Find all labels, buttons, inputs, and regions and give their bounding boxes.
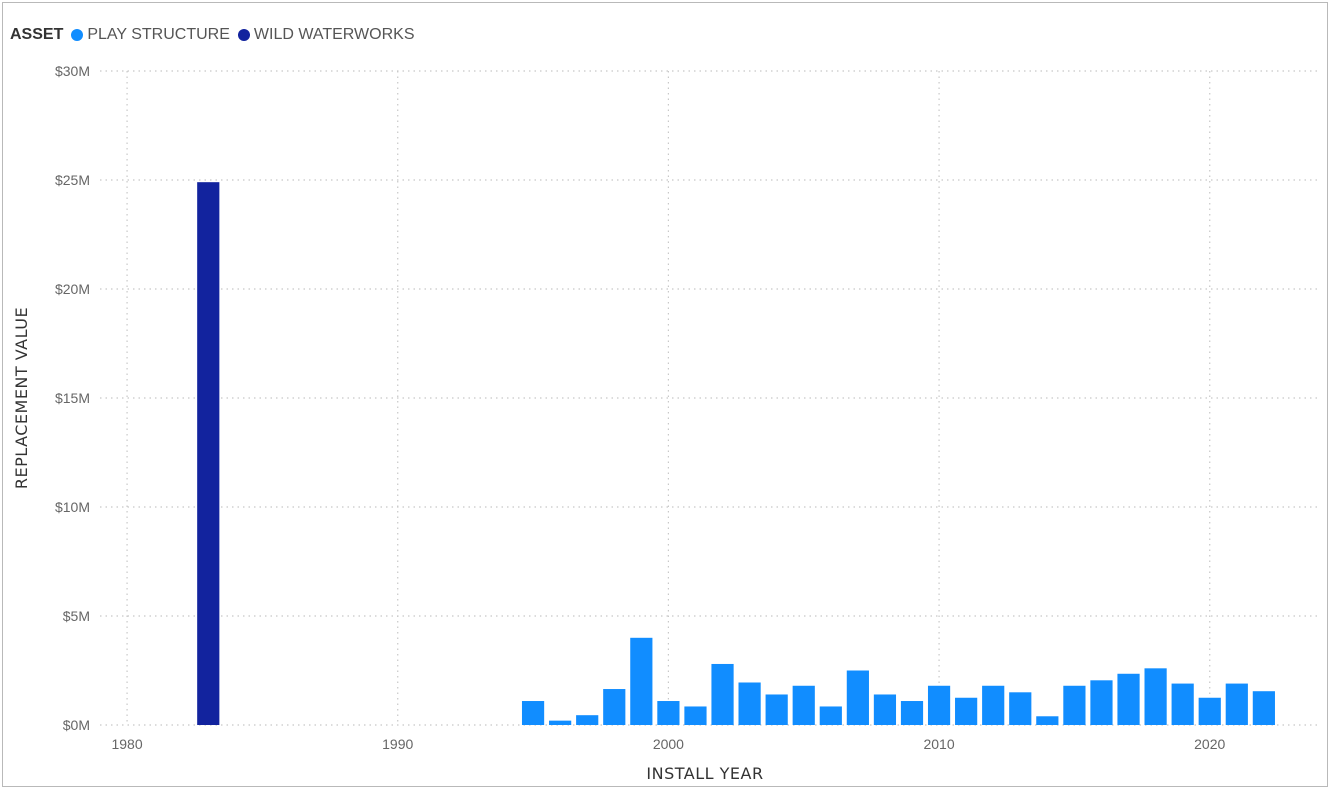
bar-play-structure-2004[interactable] [765, 694, 788, 725]
bar-play-structure-2012[interactable] [982, 685, 1005, 725]
bar-play-structure-1996[interactable] [549, 720, 572, 725]
x-tick-label: 2000 [653, 736, 684, 752]
y-tick-label: $15M [55, 390, 90, 406]
legend-item-play-structure[interactable]: PLAY STRUCTURE [71, 26, 230, 44]
legend-item-wild-waterworks[interactable]: WILD WATERWORKS [237, 26, 415, 44]
y-axis-title: REPLACEMENT VALUE [12, 307, 31, 489]
bar-wild-waterworks-1983[interactable] [197, 182, 220, 725]
legend: ASSET PLAY STRUCTURE WILD WATERWORKS [10, 24, 422, 46]
legend-dot-wild-waterworks [237, 29, 250, 41]
x-tick-label: 2020 [1194, 736, 1225, 752]
bar-play-structure-2003[interactable] [738, 682, 761, 725]
bar-play-structure-2008[interactable] [873, 694, 897, 725]
bar-play-structure-2001[interactable] [684, 706, 707, 725]
bar-play-structure-2022[interactable] [1252, 691, 1275, 725]
legend-label-play-structure: PLAY STRUCTURE [87, 26, 230, 43]
bar-play-structure-2015[interactable] [1063, 685, 1086, 725]
bar-play-structure-1999[interactable] [630, 637, 653, 725]
bar-play-structure-2002[interactable] [711, 663, 734, 725]
bar-play-structure-2011[interactable] [955, 697, 978, 725]
legend-label-wild-waterworks: WILD WATERWORKS [253, 26, 415, 43]
legend-title: ASSET [10, 26, 64, 43]
bar-play-structure-2020[interactable] [1198, 697, 1221, 725]
y-tick-label: $10M [55, 499, 90, 515]
bar-play-structure-1998[interactable] [603, 689, 626, 725]
bar-play-structure-1997[interactable] [576, 715, 599, 725]
y-tick-label: $30M [55, 63, 90, 79]
bar-play-structure-2014[interactable] [1036, 716, 1059, 725]
bar-play-structure-2010[interactable] [927, 685, 951, 725]
y-tick-label: $5M [63, 608, 90, 624]
bar-play-structure-2017[interactable] [1117, 673, 1140, 725]
legend-dot-play-structure [71, 29, 84, 41]
y-tick-label: $0M [63, 717, 90, 733]
y-tick-label: $20M [55, 281, 90, 297]
bars [197, 182, 1275, 725]
bar-play-structure-2021[interactable] [1225, 683, 1248, 725]
bar-play-structure-2013[interactable] [1009, 692, 1032, 725]
x-axis-ticks: 1980 1990 2000 2010 2020 [111, 736, 1225, 752]
bar-play-structure-2006[interactable] [819, 706, 842, 725]
bar-play-structure-2019[interactable] [1171, 683, 1194, 725]
bar-play-structure-2018[interactable] [1144, 668, 1167, 725]
y-axis-ticks: $0M $5M $10M $15M $20M $25M $30M [55, 63, 90, 733]
y-tick-label: $25M [55, 172, 90, 188]
bar-play-structure-1995[interactable] [521, 701, 545, 725]
bar-play-structure-2005[interactable] [792, 685, 815, 725]
x-tick-label: 1980 [111, 736, 142, 752]
x-tick-label: 2010 [923, 736, 954, 752]
bar-play-structure-2009[interactable] [900, 701, 924, 725]
bar-play-structure-2000[interactable] [657, 701, 680, 725]
x-axis-title: INSTALL YEAR [646, 764, 763, 783]
bar-play-structure-2016[interactable] [1090, 680, 1113, 725]
x-tick-label: 1990 [382, 736, 413, 752]
bar-play-structure-2007[interactable] [846, 670, 869, 726]
grid-lines [100, 70, 1318, 726]
